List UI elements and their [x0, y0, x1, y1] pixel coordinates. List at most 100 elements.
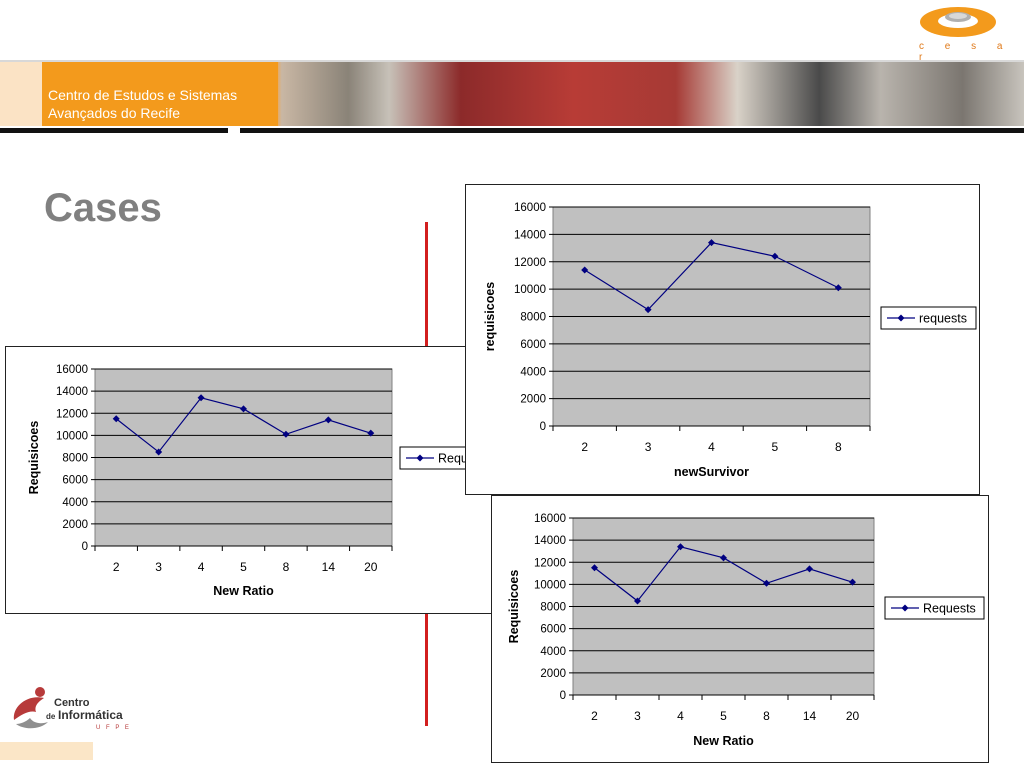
y-axis-title: Requisicoes [27, 421, 41, 495]
x-tick-label: 3 [645, 440, 652, 454]
data-point-marker [849, 578, 856, 586]
y-tick-label: 4000 [540, 646, 566, 658]
data-point-marker [708, 239, 715, 247]
data-point-marker [282, 430, 290, 438]
cin-logo-text-2: de [46, 712, 56, 721]
centro-de-informatica-logo: Centro de Informática U F P E [13, 687, 131, 731]
y-tick-label: 6000 [540, 624, 566, 636]
data-point-marker [367, 429, 375, 437]
y-tick-label: 14000 [514, 229, 546, 241]
cin-logo-text-1: Centro [54, 697, 90, 709]
data-point-marker [112, 415, 120, 423]
x-axis-title: New Ratio [693, 734, 754, 748]
y-tick-label: 10000 [56, 430, 88, 442]
x-tick-label: 5 [720, 709, 727, 723]
data-point-marker [771, 252, 779, 260]
data-point-marker [240, 405, 247, 413]
x-axis-title: newSurvivor [674, 465, 749, 479]
x-tick-label: 4 [677, 709, 684, 723]
data-point-marker [591, 564, 598, 572]
data-point-marker [324, 416, 332, 424]
y-tick-label: 0 [560, 690, 566, 702]
x-tick-label: 4 [708, 440, 715, 454]
y-tick-label: 16000 [514, 202, 546, 214]
x-tick-label: 2 [581, 440, 588, 454]
y-axis-title: Requisicoes [507, 570, 521, 644]
x-tick-label: 8 [835, 440, 842, 454]
header-banner-left-block [0, 62, 42, 126]
x-tick-label: 14 [803, 709, 817, 723]
y-tick-label: 8000 [540, 602, 566, 614]
header-rule-left [0, 128, 228, 133]
legend-marker-icon [897, 314, 905, 322]
y-tick-label: 12000 [534, 557, 566, 569]
header-org-name: Centro de Estudos e Sistemas Avançados d… [48, 86, 237, 122]
chart-requests-by-new-ratio-right: 0 2000 4000 6000 8000 10000 12000 14000 16000 2 3 4… [491, 495, 989, 763]
header-rule-right [240, 128, 1024, 133]
data-point-marker [197, 394, 205, 402]
data-point-marker [763, 579, 770, 587]
chart-svg: 0 2000 4000 6000 8000 10000 12000 14000 16000 2 3 4… [483, 202, 977, 479]
y-tick-label: 2000 [520, 394, 546, 406]
header-org-line2: Avançados do Recife [48, 105, 181, 121]
y-tick-label: 8000 [62, 453, 88, 465]
x-tick-label: 3 [634, 709, 641, 723]
y-tick-label: 10000 [534, 579, 566, 591]
cin-logo-swirl-top [13, 697, 44, 720]
x-tick-label: 2 [113, 560, 120, 574]
legend-label: requests [919, 312, 967, 326]
y-tick-label: 2000 [540, 668, 566, 680]
x-axis-title: New Ratio [213, 584, 274, 598]
header-top-rule [0, 60, 1024, 62]
y-tick-label: 6000 [62, 475, 88, 487]
y-tick-label: 4000 [62, 497, 88, 509]
data-point-marker [581, 266, 589, 274]
x-tick-label: 20 [846, 709, 860, 723]
chart-requests-by-new-ratio-left: 0 2000 4000 6000 8000 10000 12000 14000 16000 2 3 4… [5, 346, 502, 614]
chart-svg: 0 2000 4000 6000 8000 10000 12000 14000 16000 2 3 4… [27, 364, 501, 598]
x-tick-label: 4 [198, 560, 205, 574]
data-point-marker [644, 306, 652, 314]
legend-box [880, 306, 977, 330]
slide-title: Cases [44, 186, 162, 230]
y-axis-title: requisicoes [483, 282, 497, 352]
legend-label: Requests [923, 602, 976, 616]
x-tick-label: 14 [322, 560, 336, 574]
chart-requests-by-new-survivor: 0 2000 4000 6000 8000 10000 12000 14000 16000 2 3 4… [465, 184, 980, 495]
x-tick-label: 3 [155, 560, 162, 574]
x-tick-label: 5 [240, 560, 247, 574]
y-tick-label: 16000 [56, 364, 88, 376]
data-point-marker [806, 565, 813, 573]
cin-logo-text-3: Informática [58, 708, 123, 722]
legend-marker-icon [901, 604, 909, 612]
data-point-marker [634, 597, 641, 605]
header-org-line1: Centro de Estudos e Sistemas [48, 87, 238, 103]
x-tick-label: 8 [763, 709, 770, 723]
y-tick-label: 14000 [534, 535, 566, 547]
cin-logo-swirl-bottom [16, 718, 48, 729]
cin-logo-text-4: U F P E [96, 725, 131, 731]
x-tick-label: 2 [591, 709, 598, 723]
legend-marker-icon [416, 454, 424, 462]
y-tick-label: 2000 [62, 519, 88, 531]
data-point-marker [155, 448, 163, 456]
y-tick-label: 16000 [534, 513, 566, 525]
chart-svg: 0 2000 4000 6000 8000 10000 12000 14000 16000 2 3 4… [507, 513, 985, 748]
legend-box [884, 596, 985, 620]
y-tick-label: 0 [82, 541, 88, 553]
y-tick-label: 6000 [520, 339, 546, 351]
data-point-marker [720, 554, 727, 562]
x-tick-label: 20 [364, 560, 378, 574]
cin-logo-dot [35, 687, 45, 697]
y-tick-label: 14000 [56, 386, 88, 398]
footer-accent-bar [0, 742, 93, 760]
y-tick-label: 8000 [520, 312, 546, 324]
cesar-logo-text: c e s a r [919, 41, 1012, 63]
legend-label: Requ [438, 452, 468, 466]
header-banner-orange-block [42, 62, 278, 126]
y-tick-label: 10000 [514, 284, 546, 296]
x-tick-label: 5 [772, 440, 779, 454]
data-point-marker [834, 284, 842, 292]
cesar-logo-icon [920, 7, 996, 37]
data-point-marker [677, 543, 684, 551]
